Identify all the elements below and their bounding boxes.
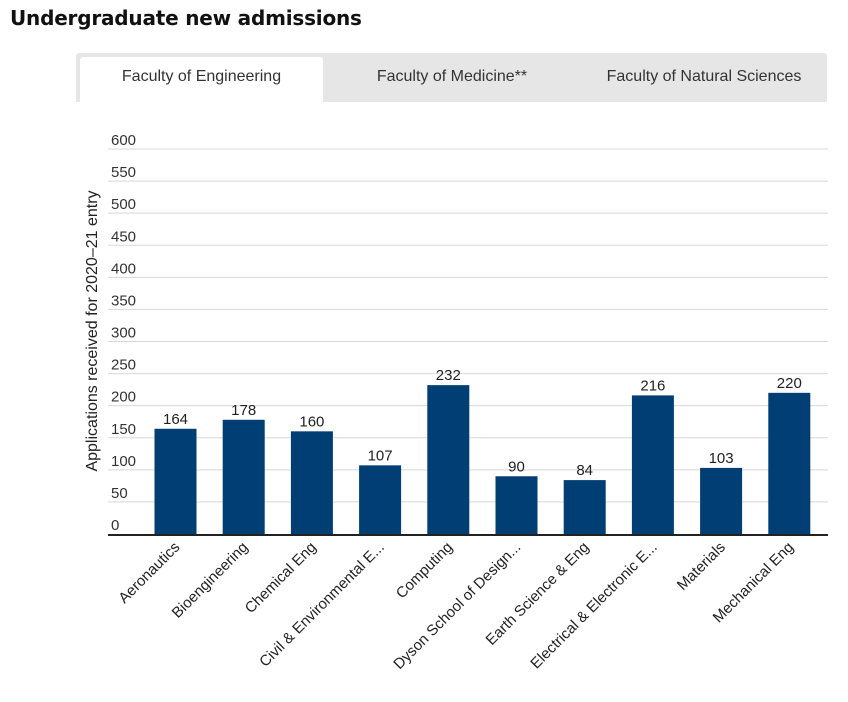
y-tick-label: 250 [111,357,136,374]
y-tick-label: 300 [111,325,136,342]
y-tick-label: 350 [111,292,136,309]
tab-faculty-of-medicine[interactable]: Faculty of Medicine** [376,68,528,85]
x-tick-label: Civil & Environmental E... [256,539,388,671]
bar-value-label: 160 [299,413,324,430]
y-axis-title: Applications received for 2020–21 entry [84,190,101,471]
bar-value-label: 164 [163,411,188,428]
x-tick-label: Materials [674,539,729,594]
bar-value-label: 178 [231,402,256,419]
page-title: Undergraduate new admissions [10,6,362,30]
tab-faculty-of-natural-sciences[interactable]: Faculty of Natural Sciences [606,68,802,85]
bar-value-label: 220 [777,375,802,392]
bar-value-label: 84 [576,462,593,479]
y-tick-label: 100 [111,453,136,470]
bar-value-labels: 164 178 160 107 232 90 84 216 103 220 [163,367,802,479]
y-tick-label: 50 [111,485,128,502]
y-tick-label: 150 [111,421,136,438]
bar[interactable] [631,395,674,534]
faculty-tab-bar: Faculty of Engineering Faculty of Medici… [76,53,827,102]
x-tick-label: Electrical & Electronic E... [527,539,660,672]
bar[interactable] [700,467,743,534]
x-tick-label: Dyson School of Design... [390,539,524,673]
bar[interactable] [290,431,333,534]
bar-value-label: 107 [368,447,393,464]
bar[interactable] [495,476,538,534]
bar[interactable] [427,385,470,534]
y-tick-label: 450 [111,228,136,245]
y-tick-label: 200 [111,389,136,406]
bars [154,385,811,534]
bar[interactable] [154,428,197,534]
bar[interactable] [359,465,402,534]
bar-value-label: 232 [436,367,461,384]
bar-value-label: 90 [508,458,525,475]
x-tick-label: Computing [393,539,456,602]
y-tick-label: 600 [111,132,136,149]
y-tick-label: 0 [111,517,119,534]
bar[interactable] [222,419,265,534]
y-tick-label: 550 [111,164,136,181]
bar[interactable] [768,392,811,534]
bar-value-label: 103 [709,450,734,467]
x-tick-label: Aeronautics [115,539,183,607]
y-tick-label: 500 [111,196,136,213]
y-tick-label: 400 [111,260,136,277]
y-axis-ticks: 0 50 100 150 200 250 300 350 400 450 500 550 600 [111,132,136,534]
x-tick-label: Chemical Eng [242,539,320,617]
bar-value-label: 216 [640,377,665,394]
bar[interactable] [563,480,606,534]
tab-faculty-of-engineering[interactable]: Faculty of Engineering [80,57,323,102]
